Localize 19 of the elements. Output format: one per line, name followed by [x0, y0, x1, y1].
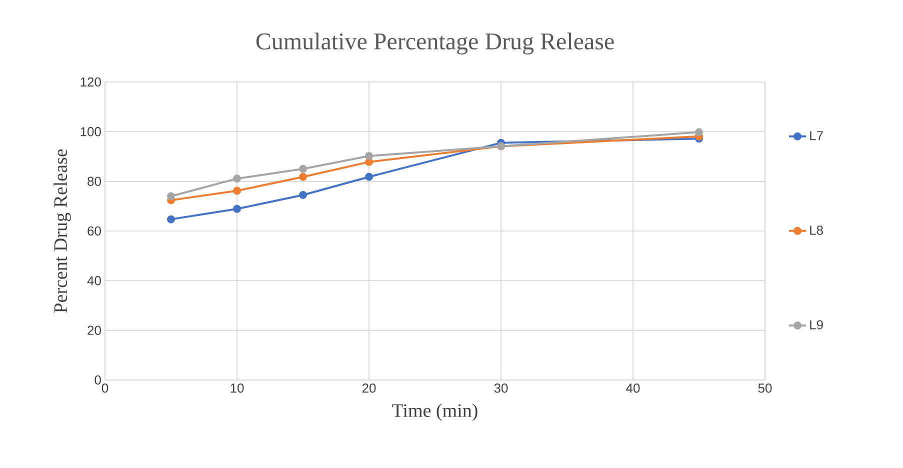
y-tick-label: 20: [88, 326, 101, 335]
legend-label: L8: [810, 226, 823, 235]
x-tick-label: 20: [362, 384, 376, 393]
x-tick-label: 10: [230, 384, 244, 393]
legend-label: L9: [810, 320, 823, 330]
y-tick-label: 60: [88, 226, 101, 236]
x-tick-label: 30: [494, 384, 508, 393]
x-tick-label: 50: [758, 384, 772, 393]
x-axis-title: Time (min): [392, 404, 478, 421]
y-tick-label: 80: [88, 176, 101, 186]
chart-title: Cumulative Percentage Drug Release: [256, 32, 614, 54]
legend-label: L7: [810, 131, 823, 140]
x-tick-label: 0: [102, 384, 108, 393]
y-tick-label: 120: [80, 77, 101, 87]
y-tick-label: 100: [80, 127, 101, 136]
x-tick-label: 40: [626, 384, 640, 393]
y-axis-title: Percent Drug Release: [54, 149, 71, 313]
y-tick-label: 0: [94, 375, 101, 385]
y-tick-label: 40: [87, 276, 101, 286]
